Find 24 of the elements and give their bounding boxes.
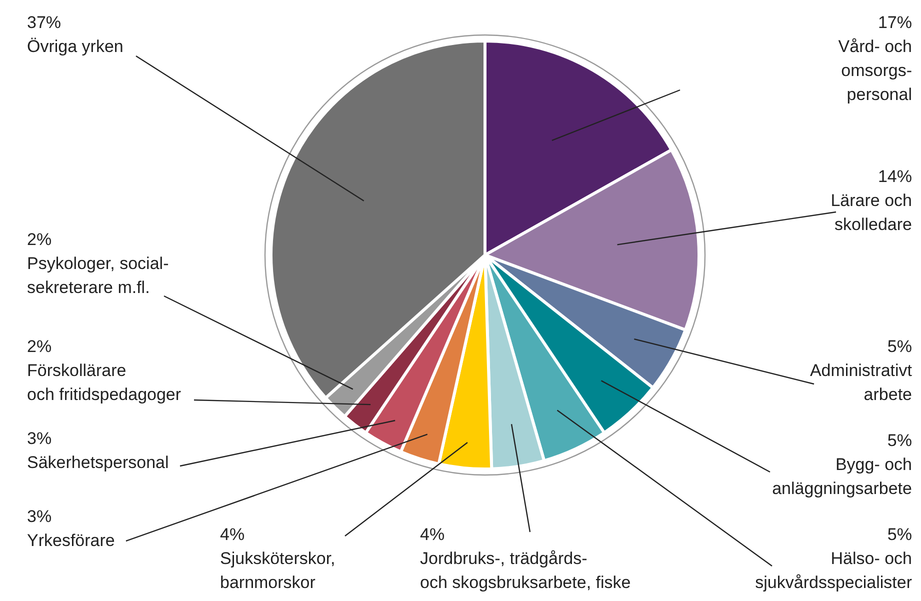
slice-label: Vård- och omsorgs- personal [838,37,912,104]
data-label: 3% [27,429,52,448]
slice-label: Yrkesförare [27,531,115,550]
data-label: 14% [878,167,912,186]
slice-label: Administrativt arbete [810,361,912,404]
data-label: 2% [27,230,52,249]
data-label: 37% [27,13,62,32]
data-label: 3% [27,507,52,526]
slice-label: Övriga yrken [27,37,124,56]
slice-label: Lärare och skolledare [830,191,912,234]
slice-label: Sjuksköterskor, barnmorskor [220,549,336,592]
data-label: 5% [887,337,912,356]
slice-label: Bygg- och anläggningsarbete [772,455,912,498]
slice-label: Jordbruks-, trädgårds- och skogsbruksarbete, fiske [420,549,631,592]
data-label: 4% [220,525,245,544]
data-label: 17% [878,13,912,32]
slice-label: Psykologer, social- sekreterare m.fl. [27,254,169,297]
data-label: 2% [27,337,52,356]
data-label: 5% [887,525,912,544]
slice-label: Hälso- och sjukvårdsspecialister [755,549,912,592]
data-label: 5% [887,431,912,450]
data-label: 4% [420,525,445,544]
slice-label: Förskollärare och fritidspedagoger [27,361,182,404]
slice-label: Säkerhetspersonal [27,453,169,472]
